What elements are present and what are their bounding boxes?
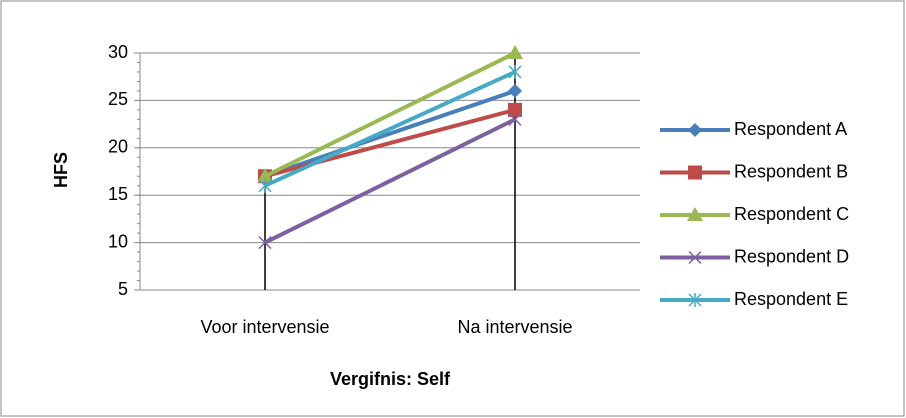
y-tick-label: 5 [118, 279, 128, 299]
legend-marker [688, 123, 702, 137]
x-axis-label: Vergifnis: Self [330, 369, 451, 389]
y-axis-label: HFS [51, 152, 71, 188]
legend-label: Respondent A [734, 119, 847, 139]
point-marker [508, 64, 522, 79]
legend-label: Respondent E [734, 289, 848, 309]
legend-marker [688, 293, 702, 307]
legend-marker [688, 165, 702, 180]
point-marker [508, 102, 522, 117]
point-marker [508, 112, 522, 126]
series-line [264, 51, 516, 179]
y-tick-label: 30 [108, 42, 128, 62]
legend-label: Respondent B [734, 161, 848, 181]
point-marker [258, 236, 272, 250]
x-tick-label: Voor intervensie [200, 317, 329, 337]
legend-label: Respondent D [734, 246, 849, 266]
legend-marker [687, 207, 703, 221]
point-marker [257, 168, 273, 183]
legend-label: Respondent C [734, 204, 849, 224]
point-marker [508, 83, 522, 98]
x-tick-label: Na intervensie [457, 317, 572, 337]
legend-marker [688, 250, 702, 265]
point-marker [507, 45, 523, 59]
y-tick-label: 25 [108, 89, 128, 109]
series-line [264, 70, 516, 188]
y-tick-label: 20 [108, 137, 128, 157]
series-line [264, 89, 516, 179]
y-tick-label: 15 [108, 184, 128, 204]
point-marker [258, 178, 272, 193]
series-line [264, 117, 516, 245]
y-tick-label: 10 [108, 231, 128, 251]
